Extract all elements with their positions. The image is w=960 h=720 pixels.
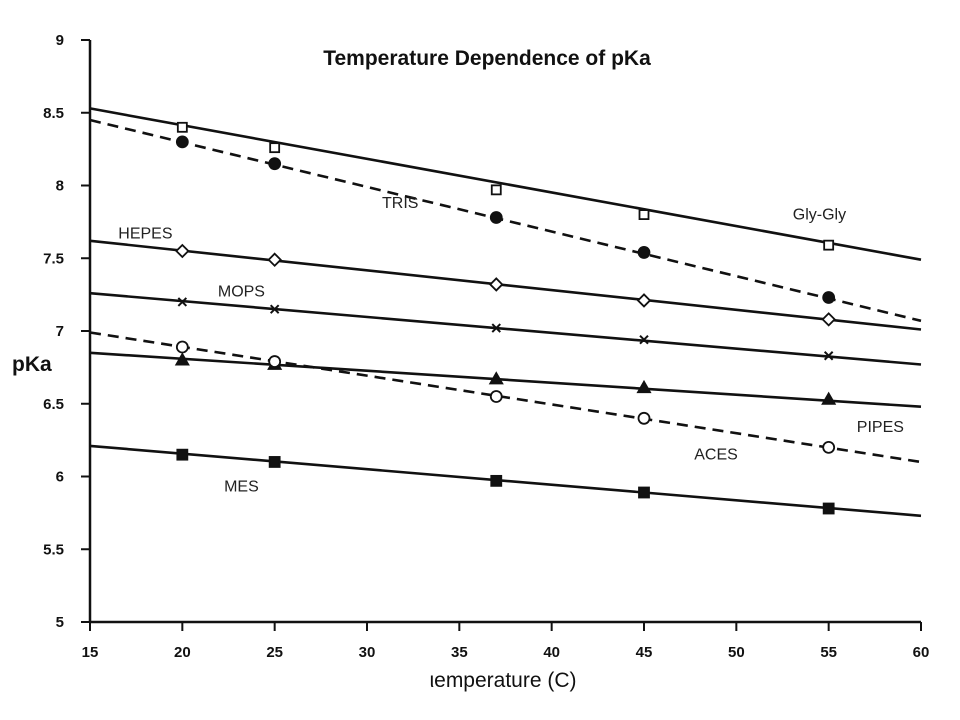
- data-point-tris: [822, 291, 836, 304]
- data-point-gly-gly: [823, 239, 835, 251]
- series-line-pipes: [89, 351, 922, 408]
- x-tick-label: 40: [543, 644, 560, 661]
- x-tick-label: 15: [82, 644, 99, 661]
- data-point-hepes: [636, 293, 652, 308]
- y-tick-label: 5: [56, 614, 64, 631]
- data-point-pipes: [821, 391, 837, 405]
- series-lines: [89, 107, 922, 518]
- data-point-mes: [490, 474, 503, 487]
- data-point-aces: [268, 355, 282, 368]
- data-point-pipes: [636, 379, 652, 394]
- x-axis-ticks: 15 20 25 30 35 40 45 50 55 60: [82, 622, 930, 661]
- series-label-gly-gly: Gly-Gly: [793, 207, 846, 224]
- y-tick-label: 8: [56, 178, 64, 195]
- series-label-hepes: HEPES: [118, 226, 172, 243]
- x-tick-label: 55: [820, 644, 837, 661]
- data-point-aces: [489, 390, 503, 403]
- data-point-pipes: [488, 371, 504, 385]
- x-tick-label: 30: [359, 644, 376, 661]
- data-point-gly-gly: [638, 209, 650, 221]
- data-point-hepes: [488, 277, 504, 292]
- series-markers: [174, 121, 837, 515]
- series-label-tris: TRIS: [382, 195, 418, 212]
- chart-title: Temperature Dependence of pKa: [323, 47, 651, 70]
- data-point-hepes: [267, 252, 282, 267]
- data-point-mops: [823, 351, 834, 361]
- data-point-mes: [268, 456, 281, 468]
- data-point-mops: [177, 297, 188, 307]
- series-line-mops: [89, 291, 922, 366]
- data-point-aces: [637, 411, 651, 425]
- series-label-mops: MOPS: [218, 284, 265, 301]
- data-point-tris: [268, 157, 282, 171]
- data-point-mes: [176, 448, 189, 461]
- data-point-gly-gly: [176, 121, 188, 133]
- x-tick-label: 45: [636, 644, 653, 661]
- y-tick-label: 9: [56, 32, 64, 49]
- series-label-mes: MES: [224, 479, 259, 496]
- y-tick-label: 7.5: [43, 250, 64, 267]
- y-tick-label: 6: [56, 469, 64, 486]
- data-point-hepes: [821, 312, 836, 327]
- data-point-mops: [639, 335, 649, 345]
- y-axis-ticks: 5 5.5 6 6.5 7 7.5 8 8.5 9: [43, 32, 90, 631]
- series-labels: Gly-Gly TRIS HEPES MOPS PIPES ACES MES: [118, 195, 904, 496]
- x-tick-label: 35: [451, 644, 468, 661]
- x-tick-label: 60: [913, 644, 930, 661]
- y-tick-label: 6.5: [43, 396, 64, 413]
- series-line-hepes: [89, 239, 922, 331]
- series-line-tris: [89, 118, 922, 323]
- data-point-mops: [269, 304, 280, 314]
- series-line-aces: [89, 331, 922, 464]
- y-tick-label: 7: [56, 323, 64, 340]
- data-point-mops: [491, 323, 501, 333]
- x-tick-label: 50: [728, 644, 745, 661]
- data-point-aces: [175, 340, 189, 354]
- y-tick-label: 8.5: [43, 105, 64, 122]
- y-axis-label: pKa: [12, 353, 52, 376]
- x-axis-label: ιemperature (C): [429, 669, 576, 692]
- series-line-mes: [89, 444, 922, 518]
- data-point-aces: [822, 440, 836, 454]
- series-line-gly-gly: [89, 107, 922, 261]
- x-tick-label: 20: [174, 644, 191, 661]
- x-tick-label: 25: [266, 644, 283, 661]
- y-tick-label: 5.5: [43, 541, 64, 558]
- series-label-pipes: PIPES: [857, 419, 904, 436]
- data-point-gly-gly: [269, 142, 281, 154]
- data-point-mes: [822, 502, 835, 515]
- data-point-tris: [489, 211, 503, 224]
- series-label-aces: ACES: [694, 447, 738, 464]
- data-point-tris: [637, 246, 651, 259]
- data-point-tris: [175, 135, 189, 149]
- data-point-gly-gly: [490, 184, 502, 196]
- data-point-hepes: [175, 243, 190, 259]
- data-point-pipes: [174, 352, 190, 366]
- data-point-mes: [638, 486, 650, 499]
